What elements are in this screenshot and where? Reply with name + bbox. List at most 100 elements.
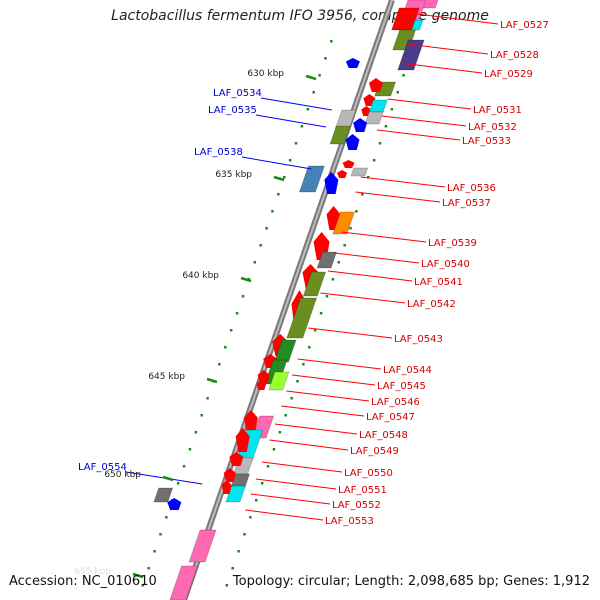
guide-dot xyxy=(325,295,329,298)
gene-label[interactable]: LAF_0549 xyxy=(350,446,399,457)
gene-arrow xyxy=(345,134,360,150)
gene-label[interactable]: LAF_0535 xyxy=(208,105,257,116)
gene-label[interactable]: LAF_0539 xyxy=(428,238,477,249)
gene-features xyxy=(153,0,441,600)
leader-line xyxy=(406,43,489,55)
leader-line xyxy=(334,252,420,264)
gene-label[interactable]: LAF_0536 xyxy=(447,183,496,194)
gene-feature xyxy=(334,109,357,129)
gene-arrow xyxy=(324,172,339,194)
guide-dot xyxy=(182,465,186,468)
gene-label[interactable]: LAF_0546 xyxy=(371,397,420,408)
guide-dot xyxy=(141,584,145,587)
leader-line xyxy=(297,358,382,370)
tick-mark xyxy=(273,175,285,182)
gene-label[interactable]: LAF_0531 xyxy=(473,105,522,116)
gene-label[interactable]: LAF_0542 xyxy=(407,299,456,310)
gene-feature xyxy=(332,211,356,235)
tick-mark xyxy=(162,475,174,482)
gene-label[interactable]: LAF_0533 xyxy=(462,136,511,147)
map-title: Lactobacillus fermentum IFO 3956, comple… xyxy=(111,8,489,24)
gene-label[interactable]: LAF_0529 xyxy=(484,69,533,80)
gene-label[interactable]: LAF_0541 xyxy=(414,277,463,288)
leader-line xyxy=(274,423,358,435)
gene-feature xyxy=(268,371,290,391)
guide-dot xyxy=(229,329,233,332)
gene-arrow xyxy=(235,428,250,452)
guide-dot xyxy=(278,431,282,434)
tick-marks: 630 kbp 635 kbp 640 kbp 645 kbp 650 kbp 655 k… xyxy=(74,69,317,579)
guide-dot xyxy=(366,176,370,179)
guide-dot xyxy=(282,176,286,179)
guide-dot xyxy=(349,227,352,230)
guide-dot xyxy=(372,159,376,162)
guide-dot xyxy=(241,295,245,298)
guide-dot xyxy=(318,74,321,77)
gene-arrow xyxy=(221,480,232,494)
gene-label[interactable]: LAF_0552 xyxy=(332,500,381,511)
gene-label[interactable]: LAF_0534 xyxy=(213,88,262,99)
tick-label: 650 kbp xyxy=(104,470,141,480)
gene-arrow xyxy=(223,468,236,482)
leader-line xyxy=(381,115,467,127)
guide-dot xyxy=(200,414,203,417)
dotted-guides xyxy=(141,40,417,587)
guide-dot xyxy=(237,550,240,553)
guide-dot xyxy=(313,329,317,332)
gene-arrow xyxy=(342,160,355,168)
gene-label[interactable]: LAF_0547 xyxy=(366,412,415,423)
tick-mark xyxy=(206,377,218,384)
guide-dot xyxy=(308,346,311,349)
gene-feature xyxy=(302,271,327,297)
gene-label[interactable]: LAF_0551 xyxy=(338,485,387,496)
gene-label[interactable]: LAF_0544 xyxy=(383,365,432,376)
gene-label[interactable]: LAF_0527 xyxy=(500,20,549,31)
leader-line xyxy=(355,191,441,203)
guide-dot xyxy=(361,193,364,196)
tick-label: 640 kbp xyxy=(182,271,219,281)
guide-dot xyxy=(224,346,227,349)
leader-line xyxy=(241,156,312,170)
guide-dot xyxy=(378,142,382,145)
gene-arrow xyxy=(337,170,348,178)
guide-dot xyxy=(343,244,346,247)
tick-mark xyxy=(132,572,144,579)
gene-feature xyxy=(410,19,424,31)
guide-dot xyxy=(159,533,162,536)
guide-dot xyxy=(243,533,246,536)
leader-line xyxy=(255,114,327,128)
guide-dot xyxy=(176,482,180,485)
guide-dot xyxy=(302,363,305,366)
gene-label[interactable]: LAF_0543 xyxy=(394,334,443,345)
gene-label[interactable]: LAF_0537 xyxy=(442,198,491,209)
leader-line xyxy=(281,405,365,417)
gene-label[interactable]: LAF_0545 xyxy=(377,381,426,392)
gene-label[interactable]: LAF_0528 xyxy=(490,50,539,61)
gene-label[interactable]: LAF_0553 xyxy=(325,516,374,527)
guide-dot xyxy=(331,278,335,281)
gene-label[interactable]: LAF_0548 xyxy=(359,430,408,441)
leader-line xyxy=(360,176,446,188)
gene-label[interactable]: LAF_0532 xyxy=(468,122,517,133)
gene-arrow xyxy=(256,380,267,390)
gene-arrow xyxy=(243,410,258,432)
gene-label[interactable]: LAF_0540 xyxy=(421,259,470,270)
leader-line xyxy=(308,327,393,339)
gene-label[interactable]: LAF_0554 xyxy=(78,462,127,473)
guide-dot xyxy=(288,159,292,162)
gene-label[interactable]: LAF_0550 xyxy=(344,468,393,479)
topology-text: Topology: circular; Length: 2,098,685 bp… xyxy=(232,574,590,589)
gene-label[interactable]: LAF_0538 xyxy=(194,147,243,158)
guide-dot xyxy=(249,516,252,519)
leader-line xyxy=(250,493,331,505)
gene-arrow xyxy=(229,452,244,466)
guide-dot xyxy=(384,125,388,128)
guide-dot xyxy=(390,108,394,111)
gene-feature xyxy=(153,487,174,503)
accession-text: Accession: NC_010610 xyxy=(9,574,157,589)
gene-feature xyxy=(329,125,351,145)
gene-feature xyxy=(364,111,384,125)
guide-dot xyxy=(337,261,341,264)
gene-feature xyxy=(298,165,326,193)
guide-dot xyxy=(255,499,258,502)
